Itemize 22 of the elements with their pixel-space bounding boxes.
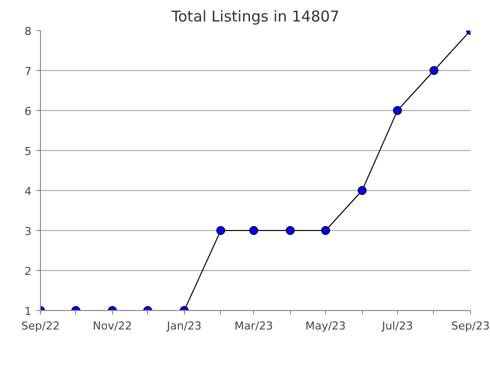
x-tick-label: Nov/22 — [92, 320, 132, 332]
point — [392, 106, 402, 115]
y-tick-label: 1 — [24, 305, 32, 318]
x-tick-label: Mar/23 — [234, 320, 273, 332]
y-tick-label: 3 — [24, 225, 32, 238]
point — [358, 186, 367, 195]
y-tick-label: 4 — [24, 185, 32, 198]
point — [216, 226, 226, 235]
y-tick-label: 6 — [24, 105, 32, 118]
y-tick-label: 2 — [24, 265, 32, 278]
point — [249, 226, 258, 235]
x-tick-label: Sep/22 — [21, 320, 60, 332]
point — [321, 226, 330, 235]
x-tick-label: Jul/23 — [380, 320, 413, 332]
y-tick-label: 8 — [24, 25, 32, 38]
point — [286, 226, 295, 235]
chart-title: Total Listings in 14807 — [170, 8, 340, 26]
y-tick-label: 7 — [24, 65, 32, 78]
x-tick-label: May/23 — [305, 320, 346, 332]
y-tick-label: 5 — [24, 145, 32, 158]
x-tick-label: Jan/23 — [166, 320, 202, 332]
x-tick-label: Sep/23 — [451, 320, 490, 332]
